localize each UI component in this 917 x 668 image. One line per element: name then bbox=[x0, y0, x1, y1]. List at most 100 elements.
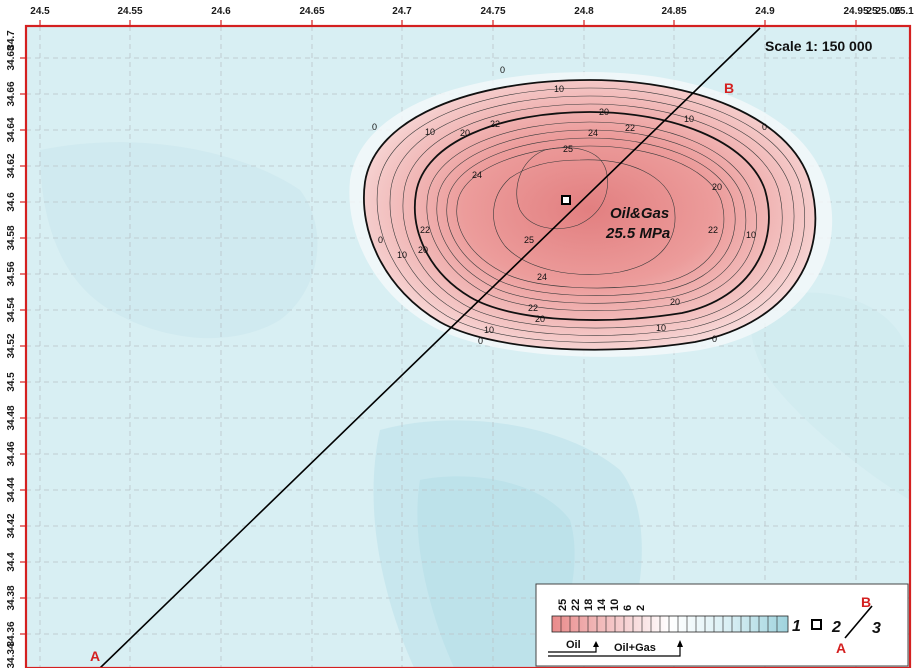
y-tick-label: 34.7 bbox=[6, 30, 17, 50]
y-tick-label: 34.38 bbox=[6, 585, 17, 610]
y-tick-label: 34.46 bbox=[6, 441, 17, 466]
x-tick-label: 24.8 bbox=[574, 6, 594, 17]
x-axis-ticks bbox=[39, 20, 857, 26]
y-tick-label: 34.4 bbox=[6, 552, 17, 572]
legend-well-icon bbox=[811, 619, 822, 630]
y-tick-label: 34.52 bbox=[6, 333, 17, 358]
svg-text:25: 25 bbox=[524, 235, 534, 245]
x-tick-label: 24.65 bbox=[299, 6, 324, 17]
svg-text:22: 22 bbox=[625, 123, 635, 133]
svg-text:0: 0 bbox=[500, 65, 505, 75]
svg-text:10: 10 bbox=[684, 114, 694, 124]
legend-section-line-icon bbox=[844, 605, 873, 639]
y-tick-label: 34.44 bbox=[6, 477, 17, 502]
svg-text:10: 10 bbox=[484, 325, 494, 335]
legend-value: 10 bbox=[609, 599, 621, 611]
y-tick-label: 34.34 bbox=[6, 643, 17, 668]
x-tick-label: 25.1 bbox=[894, 6, 914, 17]
x-tick-label: 24.9 bbox=[755, 6, 775, 17]
legend-value: 6 bbox=[622, 605, 634, 611]
legend-oilgas-arrow-icon bbox=[548, 644, 681, 657]
y-tick-label: 34.5 bbox=[6, 372, 17, 392]
svg-text:20: 20 bbox=[599, 107, 609, 117]
bold-contours bbox=[363, 79, 817, 351]
x-tick-label: 24.55 bbox=[117, 6, 142, 17]
y-tick-label: 34.62 bbox=[6, 153, 17, 178]
x-tick-label: 25.05 bbox=[875, 6, 900, 17]
y-tick-label: 34.58 bbox=[6, 225, 17, 250]
legend-section-b: B bbox=[861, 594, 871, 610]
svg-text:0: 0 bbox=[372, 122, 377, 132]
low-pressure-zone-west bbox=[40, 142, 318, 339]
svg-text:20: 20 bbox=[712, 182, 722, 192]
well-marker-icon bbox=[561, 195, 571, 205]
map-legend: 25 22 18 14 10 6 2 1 2 3 B A Oil bbox=[535, 583, 909, 667]
legend-value: 22 bbox=[570, 599, 582, 611]
svg-text:10: 10 bbox=[425, 127, 435, 137]
x-tick-label: 24.95 bbox=[843, 6, 868, 17]
svg-text:10: 10 bbox=[656, 323, 666, 333]
legend-value: 14 bbox=[596, 598, 608, 611]
x-tick-label: 24.85 bbox=[661, 6, 686, 17]
svg-text:24: 24 bbox=[472, 170, 482, 180]
svg-text:10: 10 bbox=[746, 230, 756, 240]
y-axis-ticks bbox=[20, 57, 26, 635]
y-tick-label: 34.54 bbox=[6, 297, 17, 322]
legend-item-1: 1 bbox=[792, 618, 801, 635]
svg-text:0: 0 bbox=[712, 334, 717, 344]
svg-text:20: 20 bbox=[418, 245, 428, 255]
legend-oil-label: Oil bbox=[566, 639, 581, 651]
y-tick-label: 34.66 bbox=[6, 81, 17, 106]
svg-text:20: 20 bbox=[460, 128, 470, 138]
legend-value: 25 bbox=[557, 599, 569, 611]
map-frame bbox=[24, 24, 912, 668]
contour-labels: 0 0 0 0 0 0 10 10 10 10 10 10 10 20 20 2… bbox=[372, 65, 767, 346]
map-scale: Scale 1: 150 000 bbox=[765, 38, 873, 54]
svg-text:22: 22 bbox=[490, 119, 500, 129]
svg-text:22: 22 bbox=[528, 303, 538, 313]
y-tick-label: 34.56 bbox=[6, 261, 17, 286]
field-label-pressure: 25.5 MPa bbox=[605, 225, 670, 242]
legend-scale-values: 25 22 18 14 10 6 2 bbox=[557, 598, 647, 611]
svg-text:20: 20 bbox=[670, 297, 680, 307]
legend-color-bar bbox=[551, 615, 789, 633]
svg-text:22: 22 bbox=[420, 225, 430, 235]
svg-text:0: 0 bbox=[378, 235, 383, 245]
svg-text:22: 22 bbox=[708, 225, 718, 235]
x-axis-labels: 24.5 24.55 24.6 24.65 24.7 24.75 24.8 24… bbox=[30, 6, 914, 17]
x-tick-label: 25 bbox=[866, 6, 878, 17]
low-pressure-zone-east bbox=[751, 292, 910, 500]
y-tick-label: 34.42 bbox=[6, 513, 17, 538]
svg-text:0: 0 bbox=[762, 122, 767, 132]
legend-value: 18 bbox=[583, 599, 595, 611]
legend-oil-arrow-icon bbox=[548, 645, 597, 653]
svg-text:24: 24 bbox=[588, 128, 598, 138]
x-tick-label: 24.6 bbox=[211, 6, 231, 17]
svg-text:0: 0 bbox=[478, 336, 483, 346]
x-tick-label: 24.5 bbox=[30, 6, 50, 17]
y-axis-labels: 34.7 34.68 34.66 34.64 34.62 34.6 34.58 … bbox=[6, 30, 17, 668]
legend-section-a: A bbox=[836, 640, 846, 656]
low-pressure-zone-center bbox=[417, 476, 575, 668]
svg-text:20: 20 bbox=[535, 314, 545, 324]
field-label-type: Oil&Gas bbox=[610, 205, 669, 222]
y-tick-label: 34.6 bbox=[6, 192, 17, 212]
svg-text:24: 24 bbox=[537, 272, 547, 282]
y-tick-label: 34.48 bbox=[6, 405, 17, 430]
legend-bar-dividers bbox=[560, 616, 778, 632]
y-tick-label: 34.64 bbox=[6, 117, 17, 142]
legend-oilgas-label: Oil+Gas bbox=[614, 642, 656, 654]
y-tick-label: 34.68 bbox=[6, 45, 17, 70]
section-point-b: B bbox=[724, 80, 734, 96]
legend-value: 2 bbox=[635, 605, 647, 611]
field-pressure-fill bbox=[363, 80, 816, 350]
x-tick-label: 24.75 bbox=[480, 6, 505, 17]
svg-text:10: 10 bbox=[554, 84, 564, 94]
y-tick-label: 34.36 bbox=[6, 621, 17, 646]
section-point-a: A bbox=[90, 648, 100, 664]
legend-item-3: 3 bbox=[872, 620, 881, 637]
cross-section-line bbox=[99, 27, 761, 668]
svg-text:10: 10 bbox=[397, 250, 407, 260]
legend-item-2: 2 bbox=[831, 619, 841, 636]
